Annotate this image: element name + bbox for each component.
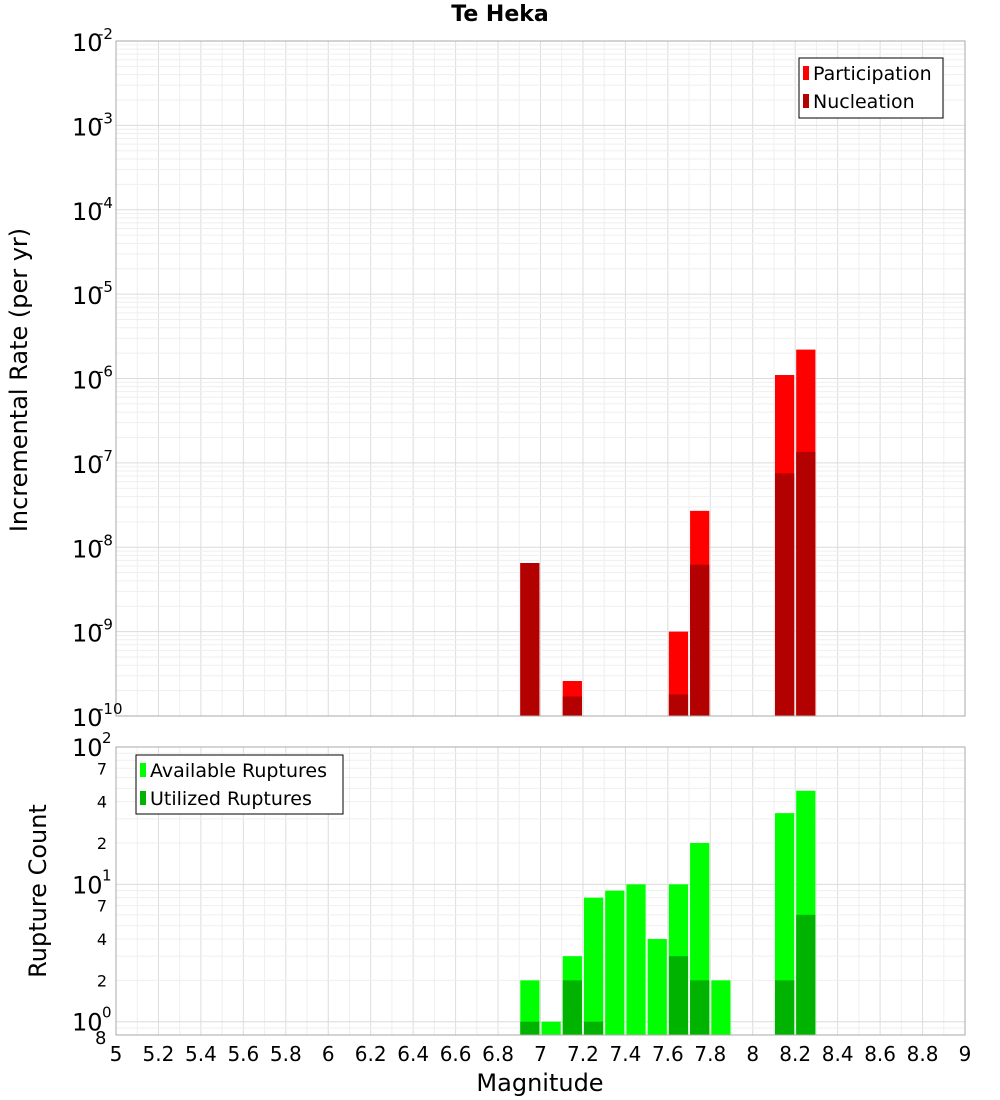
count-y-tick-label: 2 (97, 971, 107, 990)
available-ruptures-bar (647, 939, 667, 1035)
utilized-ruptures-bar (583, 1021, 604, 1035)
x-tick-label: 5 (110, 1042, 123, 1066)
nucleation-legend-label: Nucleation (813, 91, 915, 113)
x-tick-label: 5.8 (270, 1042, 302, 1066)
nucleation-bar (668, 694, 689, 716)
rate-y-tick-labels: 10-210-310-410-510-610-710-810-910-10 (72, 25, 123, 732)
nucleation-bar (690, 564, 710, 716)
available-legend-swatch (140, 763, 146, 777)
x-tick-label: 8.6 (864, 1042, 896, 1066)
x-tick-label: 7.8 (694, 1042, 726, 1066)
x-tick-label: 7.6 (652, 1042, 684, 1066)
rate-y-tick-label: 10 (72, 451, 103, 479)
rate-y-tick-label: 10 (72, 535, 103, 563)
x-axis-label: Magnitude (476, 1069, 603, 1097)
utilized-ruptures-bar (562, 980, 582, 1035)
rate-y-tick-label: 10 (72, 704, 103, 732)
count-y-axis-label: Rupture Count (24, 804, 52, 978)
x-tick-label: 7.2 (567, 1042, 599, 1066)
x-tick-labels: 5 5.2 5.4 5.6 5.8 6 6.2 6.4 6.6 6.8 7 7.2 7.4 7.6 7.8 8… (110, 1042, 972, 1066)
rate-y-tick-label: 10 (72, 113, 103, 141)
rate-y-tick-exponent: -4 (98, 194, 113, 212)
x-tick-label: 8 (746, 1042, 759, 1066)
x-tick-label: 6 (322, 1042, 335, 1066)
nucleation-legend-swatch (803, 94, 809, 108)
participation-legend-label: Participation (813, 63, 932, 85)
utilized-ruptures-bar (690, 980, 710, 1035)
count-y-tick-label: 4 (97, 930, 107, 949)
rate-y-tick-exponent: -10 (98, 700, 123, 718)
available-legend-label: Available Ruptures (150, 760, 327, 782)
rate-y-axis-label: Incremental Rate (per yr) (5, 228, 33, 532)
available-ruptures-bar (520, 980, 540, 1035)
x-tick-label: 7.4 (609, 1042, 641, 1066)
utilized-ruptures-bar (668, 956, 689, 1035)
rate-legend-box (798, 57, 944, 119)
chart-title: Te Heka (451, 2, 549, 27)
count-y-decade-label: 10 (72, 734, 103, 762)
x-tick-label: 8.8 (907, 1042, 939, 1066)
count-y-tick-label: 2 (97, 834, 107, 853)
rate-y-tick-exponent: -7 (98, 447, 113, 465)
x-tick-label: 5.6 (227, 1042, 259, 1066)
available-ruptures-bar (626, 884, 646, 1035)
utilized-ruptures-bar (796, 914, 816, 1035)
rate-legend: Participation Nucleation (798, 57, 944, 119)
utilized-ruptures-bar (520, 1021, 540, 1035)
count-y-tick-label: 7 (97, 759, 107, 778)
rate-y-tick-exponent: -9 (98, 616, 113, 634)
rate-y-tick-label: 10 (72, 367, 103, 395)
rate-y-tick-exponent: -8 (98, 531, 113, 549)
rate-y-tick-exponent: -3 (98, 109, 113, 127)
rate-y-tick-exponent: -5 (98, 278, 113, 296)
x-tick-label: 5.2 (143, 1042, 175, 1066)
count-y-decade-exponent: 2 (102, 729, 112, 747)
utilized-legend-swatch (140, 791, 146, 805)
available-ruptures-bar (541, 1021, 561, 1035)
rate-plot-frame (115, 40, 966, 717)
rate-y-tick-exponent: -2 (98, 25, 113, 43)
utilized-legend-label: Utilized Ruptures (150, 788, 312, 810)
available-ruptures-bar (774, 813, 795, 1035)
x-tick-label: 5.4 (185, 1042, 217, 1066)
count-y-bottom-label: 8 (95, 1028, 106, 1049)
available-ruptures-bar (583, 897, 604, 1035)
rate-y-tick-label: 10 (72, 29, 103, 57)
utilized-ruptures-bar (774, 980, 795, 1035)
nucleation-bar (796, 451, 816, 716)
nucleation-bar (774, 473, 795, 716)
count-plot-frame (115, 746, 966, 1036)
x-tick-label: 6.8 (482, 1042, 514, 1066)
x-tick-label: 6.6 (440, 1042, 472, 1066)
x-tick-label: 9 (959, 1042, 972, 1066)
available-ruptures-bar (605, 890, 625, 1035)
available-ruptures-bar (711, 980, 731, 1035)
x-tick-label: 7 (534, 1042, 547, 1066)
rate-y-tick-exponent: -6 (98, 363, 113, 381)
count-legend: Available Ruptures Utilized Ruptures (135, 754, 344, 815)
rate-plot-bars (520, 349, 816, 716)
rate-plot-grid (115, 41, 966, 717)
count-y-tick-label: 7 (97, 897, 107, 916)
count-y-decade-label: 10 (72, 1009, 103, 1037)
nucleation-bar (520, 563, 540, 716)
count-legend-box (135, 754, 344, 815)
count-y-decade-exponent: 0 (102, 1004, 112, 1022)
participation-legend-swatch (803, 66, 809, 80)
x-tick-label: 8.4 (822, 1042, 854, 1066)
rate-y-tick-label: 10 (72, 620, 103, 648)
count-y-decade-exponent: 1 (102, 866, 112, 884)
count-plot-bars (520, 790, 816, 1035)
x-tick-label: 6.2 (355, 1042, 387, 1066)
nucleation-bar (562, 696, 582, 716)
x-tick-label: 8.2 (779, 1042, 811, 1066)
rate-y-tick-label: 10 (72, 282, 103, 310)
x-tick-label: 6.4 (397, 1042, 429, 1066)
rate-y-tick-label: 10 (72, 198, 103, 226)
count-y-tick-label: 4 (97, 793, 107, 812)
count-y-decade-label: 10 (72, 871, 103, 899)
